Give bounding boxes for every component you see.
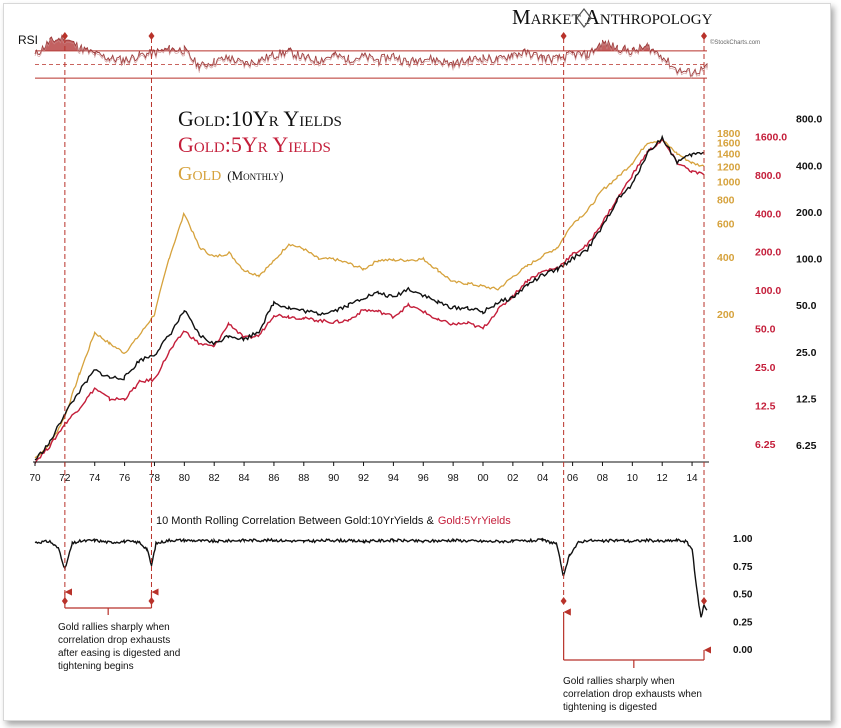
brand-logo-icon [576,8,592,28]
bracket-left [64,607,152,615]
guide-top-diamond [560,32,567,40]
main-panel: 70 72 74 76 78 80 82 84 86 88 90 92 94 96 98 00 02 04 06 08… [29,114,822,484]
x-tick-label: 98 [448,473,460,484]
x-tick-label: 92 [358,473,370,484]
gold-axis-tick-label: 400 [717,252,735,264]
x-tick-label: 00 [477,473,489,484]
chart-frame [3,3,831,721]
stockcharts-watermark: ©StockCharts.com [710,39,760,46]
gold-5yr-axis-tick-label: 25.0 [755,362,776,374]
gold-series-line [34,138,705,459]
annotation-left-line-3: after easing is digested and [58,648,180,659]
x-tick-label: 76 [119,473,131,484]
gold-10yr-axis-tick-label: 50.0 [796,300,817,312]
gold-5yr-axis-tick-label: 100.0 [755,285,781,297]
correlation-axis-tick-label: 0.50 [733,590,753,601]
x-tick-label: 84 [239,473,251,484]
legend-gold: Gold (Monthly) [178,163,284,185]
gold-axis-tick-label: 800 [717,195,735,207]
gold-10yr-axis-tick-label: 25.0 [796,347,817,359]
correlation-line [34,537,708,618]
correlation-title-suffix: Gold:5YrYields [438,515,511,527]
x-tick-label: 74 [89,473,101,484]
gold-axis-tick-label: 1000 [717,176,741,188]
x-tick-label: 14 [687,473,699,484]
gold-10yr-axis-tick-label: 100.0 [796,254,822,266]
legend-gold-monthly: (Monthly) [227,168,283,183]
gold-10yr-series-line [34,134,705,461]
correlation-title: 10 Month Rolling Correlation Between Gol… [156,515,511,527]
gold-5yr-axis-tick-label: 12.5 [755,400,776,412]
x-tick-label: 08 [597,473,609,484]
x-tick-label: 02 [507,473,519,484]
gold-5yr-axis-tick-label: 200.0 [755,247,781,259]
guide-top-diamond [61,32,68,40]
correlation-axis-tick-label: 1.00 [733,534,753,545]
x-tick-label: 88 [298,473,310,484]
rsi-line-secondary [34,36,708,79]
gold-5yr-axis-tick-label: 6.25 [755,439,776,451]
annotation-left-line-2: correlation drop exhausts [58,635,170,646]
guide-bottom-diamond [560,597,567,605]
gold-10yr-axis-tick-label: 200.0 [796,207,822,219]
brand-title: Market Anthropology [512,5,713,29]
annotation-left-line-1: Gold rallies sharply when [58,622,170,633]
rsi-label: RSI [18,33,38,47]
rsi-overbought-fill [35,35,707,51]
gold-10yr-axis-tick-label: 6.25 [796,440,817,452]
annotation-left-line-4: tightening begins [58,661,134,672]
guide-top-diamond [148,32,155,40]
bracket-right [563,659,705,668]
gold-10yr-axis-tick-label: 400.0 [796,160,822,172]
x-tick-label: 86 [268,473,280,484]
legend-gold-word: Gold [178,163,221,185]
gold-10yr-axis-tick-label: 12.5 [796,393,817,405]
legend-gold-10yr: Gold:10Yr Yields [178,106,342,131]
x-tick-label: 82 [209,473,221,484]
x-tick-label: 04 [537,473,549,484]
gold-10yr-axis-tick-label: 800.0 [796,114,822,126]
gold-axis-tick-label: 1400 [717,149,741,161]
gold-axis-tick-label: 1600 [717,138,741,150]
correlation-axis-tick-label: 0.00 [733,645,753,656]
correlation-axis-tick-label: 0.75 [733,562,753,573]
gold-5yr-axis-tick-label: 50.0 [755,324,776,336]
x-tick-label: 06 [567,473,579,484]
x-tick-label: 80 [179,473,191,484]
guide-top-diamond [701,32,708,40]
x-tick-label: 12 [657,473,669,484]
x-tick-label: 70 [29,473,41,484]
annotation-right-line-2: correlation drop exhausts when [563,689,702,700]
gold-5yr-series-line [34,138,705,464]
gold-axis-tick-label: 200 [717,309,735,321]
gold-axis-tick-label: 600 [717,219,735,231]
guide-lines [61,8,712,668]
gold-axis-tick-label: 1200 [717,161,741,173]
x-tick-label: 90 [328,473,340,484]
gold-axis-tick-label: 1800 [717,128,741,140]
correlation-panel: 1.00 0.75 0.50 0.25 0.00 [34,534,753,656]
rsi-panel [34,33,708,79]
rsi-line [34,33,708,77]
x-tick-label: 96 [418,473,430,484]
gold-5yr-axis-tick-label: 800.0 [755,170,781,182]
x-tick-label: 94 [388,473,400,484]
gold-5yr-axis-tick-label: 400.0 [755,208,781,220]
annotation-right-line-3: tightening is digested [563,702,657,713]
annotation-right-line-1: Gold rallies sharply when [563,676,675,687]
gold-5yr-axis-tick-label: 1600.0 [755,131,787,143]
x-tick-label: 10 [627,473,639,484]
guide-bottom-diamond [701,597,708,605]
x-tick-label: 78 [149,473,161,484]
correlation-axis-tick-label: 0.25 [733,617,753,628]
correlation-title-prefix: 10 Month Rolling Correlation Between Gol… [156,515,434,527]
legend-gold-5yr: Gold:5Yr Yields [178,132,331,157]
